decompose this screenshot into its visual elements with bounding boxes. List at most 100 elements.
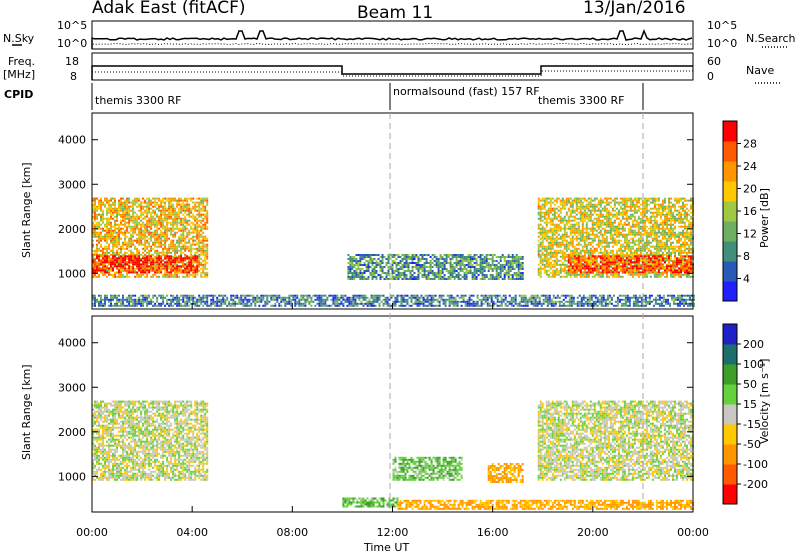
echo-cell	[396, 264, 398, 266]
echo-cell	[628, 246, 630, 248]
echo-cell	[168, 244, 170, 246]
echo-cell	[664, 224, 666, 226]
echo-cell	[672, 274, 674, 276]
echo-cell	[626, 218, 628, 220]
echo-cell	[96, 226, 98, 228]
echo-cell	[656, 240, 658, 242]
echo-cell	[596, 198, 598, 200]
echo-cell	[114, 265, 116, 267]
echo-cell	[180, 261, 182, 263]
echo-cell	[618, 236, 620, 238]
echo-cell	[656, 224, 658, 226]
echo-cell	[194, 220, 196, 222]
echo-cell	[176, 276, 178, 278]
echo-cell	[640, 218, 642, 220]
echo-cell	[122, 267, 124, 269]
echo-cell	[542, 252, 544, 254]
echo-cell	[394, 260, 396, 262]
echo-cell	[392, 266, 394, 268]
echo-cell	[200, 248, 202, 250]
echo-cell	[106, 248, 108, 250]
echo-cell	[158, 210, 160, 212]
echo-cell	[576, 248, 578, 250]
echo-cell	[162, 206, 164, 208]
echo-cell	[654, 208, 656, 210]
echo-cell	[108, 257, 110, 259]
echo-cell	[120, 259, 122, 261]
echo-cell	[164, 252, 166, 254]
echo-cell	[144, 257, 146, 259]
echo-cell	[154, 200, 156, 202]
echo-cell	[588, 238, 590, 240]
echo-cell	[349, 278, 351, 280]
echo-cell	[586, 214, 588, 216]
echo-cell	[644, 274, 646, 276]
echo-cell	[402, 274, 404, 276]
echo-cell	[670, 244, 672, 246]
echo-cell	[490, 258, 492, 260]
echo-cell	[126, 276, 128, 278]
echo-cell	[542, 204, 544, 206]
echo-cell	[480, 266, 482, 268]
echo-cell	[164, 248, 166, 250]
echo-cell	[186, 234, 188, 236]
echo-cell	[486, 276, 488, 278]
echo-cell	[548, 232, 550, 234]
echo-cell	[186, 265, 188, 267]
echo-cell	[570, 238, 572, 240]
echo-cell	[128, 240, 130, 242]
echo-cell	[100, 216, 102, 218]
echo-cell	[590, 216, 592, 218]
echo-cell	[570, 198, 572, 200]
echo-cell	[190, 263, 192, 265]
echo-cell	[612, 200, 614, 202]
echo-cell	[508, 264, 510, 266]
echo-cell	[202, 228, 204, 230]
echo-cell	[370, 274, 372, 276]
echo-cell	[492, 254, 494, 256]
echo-cell	[158, 222, 160, 224]
echo-cell	[500, 274, 502, 276]
echo-cell	[142, 261, 144, 263]
echo-cell	[102, 210, 104, 212]
echo-cell	[562, 268, 564, 270]
echo-cell	[578, 198, 580, 200]
echo-cell	[112, 238, 114, 240]
echo-cell	[206, 222, 208, 224]
echo-cell	[478, 256, 480, 258]
echo-cell	[94, 198, 96, 200]
echo-cell	[644, 226, 646, 228]
echo-cell	[600, 248, 602, 250]
echo-cell	[347, 266, 349, 268]
echo-cell	[102, 216, 104, 218]
echo-cell	[206, 214, 208, 216]
echo-cell	[196, 228, 198, 230]
echo-cell	[646, 248, 648, 250]
echo-cell	[582, 226, 584, 228]
echo-cell	[414, 262, 416, 264]
echo-cell	[178, 276, 180, 278]
echo-cell	[130, 230, 132, 232]
echo-cell	[368, 276, 370, 278]
echo-cell	[162, 266, 164, 268]
echo-cell	[662, 228, 664, 230]
echo-cell	[552, 234, 554, 236]
echo-cell	[572, 202, 574, 204]
echo-cell	[562, 252, 564, 254]
echo-cell	[560, 226, 562, 228]
echo-cell	[156, 257, 158, 259]
echo-cell	[600, 244, 602, 246]
echo-cell	[108, 244, 110, 246]
echo-cell	[144, 261, 146, 263]
echo-cell	[198, 198, 200, 200]
echo-cell	[626, 252, 628, 254]
echo-cell	[188, 248, 190, 250]
echo-cell	[180, 259, 182, 261]
echo-cell	[650, 272, 652, 274]
echo-cell	[400, 256, 402, 258]
echo-cell	[142, 274, 144, 276]
echo-cell	[574, 252, 576, 254]
echo-cell	[118, 240, 120, 242]
echo-cell	[668, 252, 670, 254]
echo-cell	[664, 276, 666, 278]
